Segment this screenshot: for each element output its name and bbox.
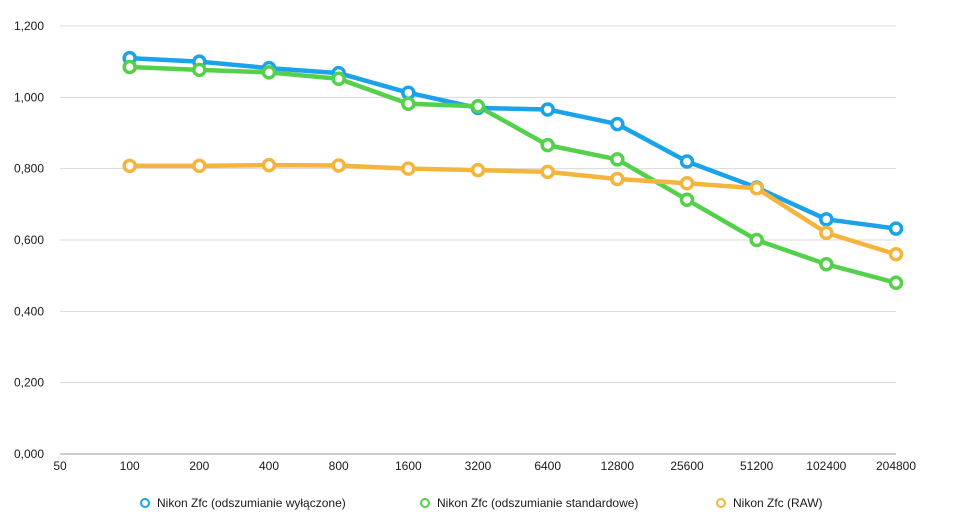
data-point [122, 158, 137, 174]
data-point [610, 152, 625, 167]
data-point [679, 154, 695, 169]
legend-label: Nikon Zfc (RAW) [733, 496, 823, 510]
legend-marker-icon [420, 498, 430, 508]
data-point [679, 192, 695, 207]
y-tick-label: 1,000 [14, 90, 44, 104]
data-point [888, 247, 904, 262]
x-tick-label: 12800 [601, 459, 635, 473]
series-lines [127, 55, 899, 286]
data-point [192, 158, 207, 174]
data-point [331, 158, 346, 173]
x-tick-label: 204800 [876, 459, 916, 473]
data-point [819, 225, 834, 241]
data-point [888, 221, 904, 236]
line-chart: 0,000 0,200 0,400 0,600 0,800 1,000 1,200 50 100… [14, 19, 916, 473]
y-tick-label: 0,400 [14, 304, 44, 318]
legend-label: Nikon Zfc (odszumianie standardowe) [437, 496, 639, 510]
data-point [470, 99, 486, 114]
y-tick-label: 0,600 [14, 233, 44, 247]
x-tick-label: 200 [189, 459, 209, 473]
legend-item-wylaczone: Nikon Zfc (odszumianie wyłączone) [140, 496, 346, 510]
x-tick-label: 100 [120, 459, 140, 473]
data-point [888, 275, 904, 291]
x-tick-label: 1600 [395, 459, 422, 473]
data-point [679, 176, 695, 191]
data-point [610, 116, 625, 132]
x-tick-label: 25600 [670, 459, 704, 473]
legend-marker-icon [716, 498, 726, 508]
axes: 0,000 0,200 0,400 0,600 0,800 1,000 1,200 50 100… [14, 19, 916, 473]
data-point [192, 62, 207, 78]
x-tick-label: 800 [329, 459, 349, 473]
data-point [749, 181, 764, 196]
series-line-1 [127, 64, 899, 286]
series-line-0 [127, 55, 899, 231]
data-point [261, 157, 277, 173]
data-point [540, 137, 555, 153]
data-point [470, 162, 486, 178]
data-point [401, 96, 416, 112]
data-point [819, 257, 834, 272]
data-point [749, 232, 764, 248]
data-point [401, 161, 416, 176]
data-point [122, 59, 137, 75]
data-point [331, 71, 346, 87]
x-tick-label: 102400 [806, 459, 846, 473]
legend-item-standardowe: Nikon Zfc (odszumianie standardowe) [420, 496, 638, 510]
legend: Nikon Zfc (odszumianie wyłączone) Nikon … [0, 492, 955, 516]
gridlines [60, 25, 896, 384]
x-tick-label: 51200 [740, 459, 774, 473]
x-tick-label: 400 [259, 459, 279, 473]
data-points [122, 50, 904, 291]
y-tick-label: 0,000 [14, 447, 44, 461]
y-tick-label: 1,200 [14, 19, 44, 33]
y-tick-label: 0,800 [14, 162, 44, 176]
legend-item-raw: Nikon Zfc (RAW) [716, 496, 823, 510]
x-tick-label: 50 [53, 459, 67, 473]
data-point [610, 171, 625, 187]
data-point [540, 102, 555, 117]
x-tick-label: 6400 [534, 459, 561, 473]
legend-label: Nikon Zfc (odszumianie wyłączone) [157, 496, 346, 510]
x-tick-label: 3200 [465, 459, 492, 473]
y-tick-label: 0,200 [14, 376, 44, 390]
series-line-2 [127, 162, 899, 257]
data-point [540, 164, 555, 180]
data-point [819, 212, 834, 227]
data-point [261, 65, 277, 80]
legend-marker-icon [140, 498, 150, 508]
